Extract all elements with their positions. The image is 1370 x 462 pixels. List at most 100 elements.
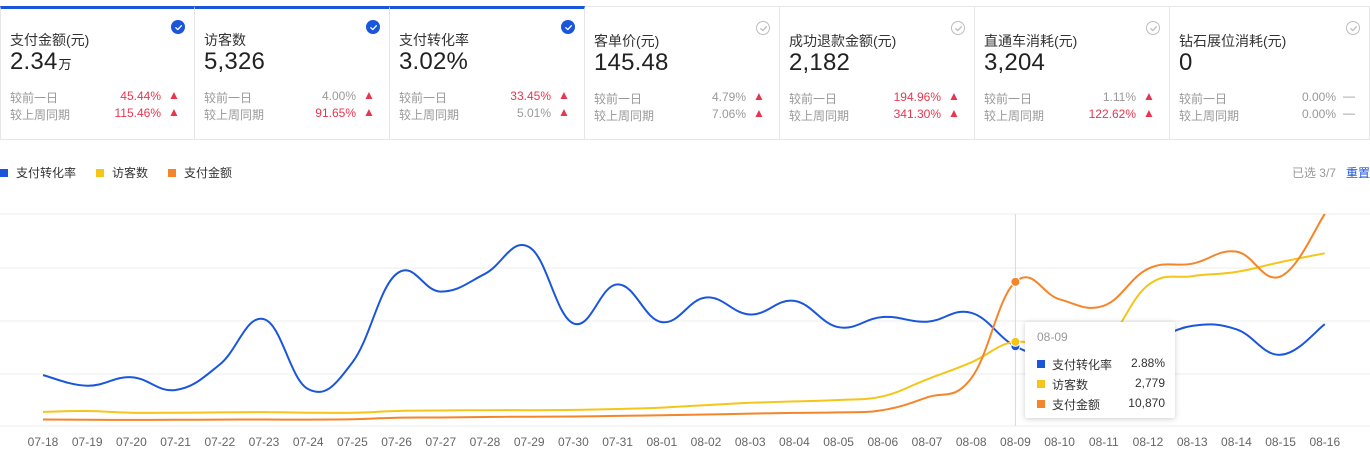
compare-prev-day: 较前一日 45.44% ▲: [10, 88, 185, 106]
x-tick-label: 08-02: [691, 435, 722, 449]
compare-prev-day: 较前一日 4.00% ▲: [204, 88, 380, 106]
x-tick-label: 08-14: [1221, 435, 1252, 449]
legend-swatch: [0, 168, 8, 177]
tooltip-swatch: [1037, 400, 1045, 408]
arrow-up-icon: ▲: [1143, 106, 1155, 120]
metric-value-unit: 万: [58, 57, 72, 72]
chart-tooltip: 08-09 支付转化率 2.88% 访客数 2,779 支付金额 10,870: [1025, 322, 1175, 418]
tooltip-series-name: 支付转化率: [1052, 358, 1113, 372]
arrow-up-icon: ▲: [168, 88, 180, 102]
metric-value: 2.34万: [10, 48, 72, 76]
reset-link[interactable]: 重置: [1345, 166, 1370, 180]
legend-label: 支付转化率: [16, 166, 77, 180]
legend-item-pay-amount[interactable]: 支付金额: [168, 164, 232, 181]
tooltip-date: 08-09: [1037, 330, 1068, 344]
legend-swatch: [96, 168, 105, 177]
compare-prev-day: 较前一日 0.00% —: [1179, 89, 1360, 107]
metric-card-diamond[interactable]: 钻石展位消耗(元) 0 较前一日 0.00% — 较上周同期 0.00% —: [1170, 6, 1370, 140]
compare-pct: 33.45%: [510, 89, 551, 103]
tooltip-series-name: 支付金额: [1052, 398, 1101, 412]
metric-value: 2,182: [789, 49, 851, 77]
check-icon[interactable]: [756, 21, 770, 35]
highlight-point: [1010, 336, 1021, 347]
compare-pct: 0.00%: [1301, 90, 1336, 104]
check-icon[interactable]: [561, 20, 575, 34]
metric-value: 3,204: [984, 49, 1046, 77]
check-icon[interactable]: [951, 21, 965, 35]
compare-label: 较上周同期: [10, 108, 71, 122]
arrow-up-icon: ▲: [363, 105, 375, 119]
legend-swatch: [168, 168, 177, 177]
metric-value-number: 3.02%: [399, 48, 469, 75]
x-tick-label: 08-08: [956, 435, 987, 449]
metric-value-number: 3,204: [984, 49, 1046, 76]
check-icon[interactable]: [1346, 21, 1360, 35]
check-icon[interactable]: [1146, 21, 1160, 35]
tooltip-swatch: [1037, 380, 1045, 388]
compare-label: 较上周同期: [204, 108, 265, 122]
x-tick-label: 08-01: [646, 435, 677, 449]
legend-label: 访客数: [112, 166, 149, 180]
x-tick-label: 08-06: [867, 435, 898, 449]
compare-label: 较上周同期: [399, 108, 460, 122]
x-tick-label: 07-25: [337, 435, 368, 449]
metric-title: 访客数: [204, 32, 246, 48]
legend-item-conversion[interactable]: 支付转化率: [0, 164, 76, 181]
check-icon[interactable]: [171, 20, 185, 34]
x-tick-label: 08-11: [1089, 435, 1119, 449]
metric-value-number: 2.34: [10, 48, 58, 75]
metric-cards: 支付金额(元) 2.34万 较前一日 45.44% ▲ 较上周同期 115.46% ▲ 访客数…: [0, 6, 1370, 142]
line-chart: 07-18 07-19 07-20 07-21 07-22 07-23 07-24 07-25…: [0, 213, 1370, 449]
compare-pct: 7.06%: [711, 107, 746, 121]
x-tick-label: 07-19: [72, 435, 103, 449]
compare-last-week: 较上周同期 122.62% ▲: [984, 106, 1160, 124]
metric-card-through-train[interactable]: 直通车消耗(元) 3,204 较前一日 1.11% ▲ 较上周同期 122.62% ▲: [975, 6, 1170, 140]
tooltip-swatch: [1037, 360, 1045, 368]
metric-card-pay-amount[interactable]: 支付金额(元) 2.34万 较前一日 45.44% ▲ 较上周同期 115.46% ▲: [0, 6, 195, 140]
compare-last-week: 较上周同期 115.46% ▲: [10, 105, 185, 123]
x-tick-label: 07-31: [602, 435, 633, 449]
tooltip-row-pay-amount: 支付金额 10,870: [1037, 396, 1165, 412]
compare-label: 较上周同期: [984, 109, 1045, 123]
compare-label: 较前一日: [789, 92, 838, 106]
metric-title: 直通车消耗(元): [984, 33, 1078, 49]
compare-label: 较前一日: [399, 91, 448, 105]
metric-title: 客单价(元): [594, 33, 660, 49]
compare-pct: 194.96%: [893, 90, 941, 104]
x-tick-label: 07-26: [381, 435, 412, 449]
x-tick-label: 08-13: [1177, 435, 1208, 449]
metric-card-conversion[interactable]: 支付转化率 3.02% 较前一日 33.45% ▲ 较上周同期 5.01% ▲: [390, 6, 585, 140]
x-tick-label: 07-29: [514, 435, 545, 449]
compare-label: 较前一日: [984, 92, 1033, 106]
metric-card-refund[interactable]: 成功退款金额(元) 2,182 较前一日 194.96% ▲ 较上周同期 341.30% ▲: [780, 6, 975, 140]
arrow-up-icon: ▲: [948, 106, 960, 120]
compare-last-week: 较上周同期 91.65% ▲: [204, 105, 380, 123]
arrow-up-icon: ▲: [363, 88, 375, 102]
selection-info: 已选 3/7 重置: [1292, 164, 1370, 181]
compare-last-week: 较上周同期 341.30% ▲: [789, 106, 965, 124]
dash-icon: —: [1343, 106, 1355, 120]
x-tick-label: 08-16: [1309, 435, 1340, 449]
tooltip-series-value: 2.88%: [1130, 356, 1165, 370]
metric-value-number: 0: [1179, 49, 1193, 76]
metric-card-unit-price[interactable]: 客单价(元) 145.48 较前一日 4.79% ▲ 较上周同期 7.06% ▲: [585, 6, 780, 140]
x-tick-label: 08-12: [1133, 435, 1164, 449]
compare-pct: 341.30%: [893, 107, 941, 121]
dash-icon: —: [1343, 89, 1355, 103]
tooltip-series-value: 10,870: [1128, 396, 1165, 410]
compare-prev-day: 较前一日 33.45% ▲: [399, 88, 575, 106]
compare-prev-day: 较前一日 1.11% ▲: [984, 89, 1160, 107]
tooltip-row-visitors: 访客数 2,779: [1037, 376, 1165, 392]
x-tick-label: 07-24: [293, 435, 324, 449]
metric-value: 145.48: [594, 49, 670, 77]
metric-card-visitors[interactable]: 访客数 5,326 较前一日 4.00% ▲ 较上周同期 91.65% ▲: [195, 6, 390, 140]
arrow-up-icon: ▲: [753, 89, 765, 103]
check-icon[interactable]: [366, 20, 380, 34]
legend-item-visitors[interactable]: 访客数: [96, 164, 148, 181]
metric-value-number: 2,182: [789, 49, 851, 76]
series-line-pay-amount: [42, 213, 1326, 421]
arrow-up-icon: ▲: [948, 89, 960, 103]
compare-last-week: 较上周同期 5.01% ▲: [399, 105, 575, 123]
compare-pct: 4.00%: [321, 89, 356, 103]
metric-value: 5,326: [204, 48, 266, 76]
